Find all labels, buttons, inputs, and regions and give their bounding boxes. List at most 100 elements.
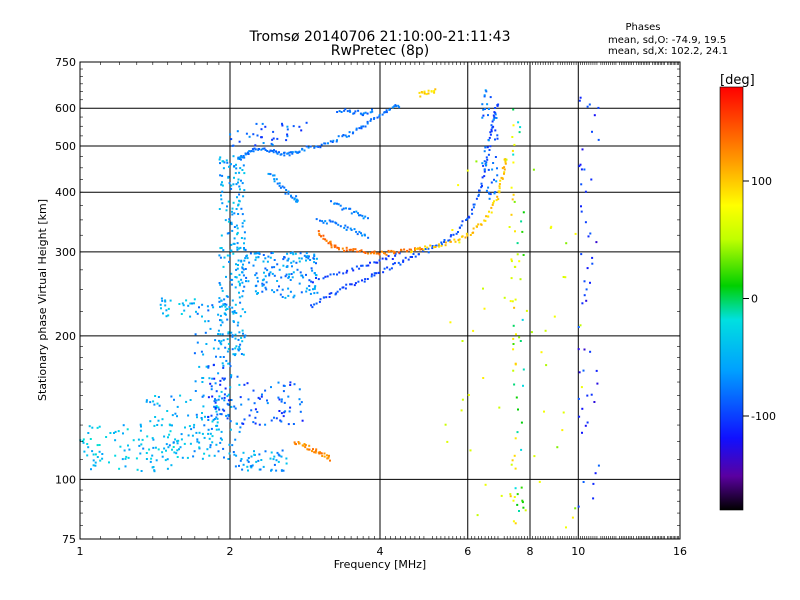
echo-point <box>234 337 237 340</box>
echo-point <box>344 287 347 290</box>
echo-point <box>358 127 361 130</box>
echo-point <box>301 274 304 277</box>
echo-point <box>277 381 280 384</box>
echo-point <box>492 118 495 121</box>
echo-point <box>169 430 172 433</box>
echo-point <box>369 261 371 264</box>
echo-point <box>343 249 346 252</box>
echo-point <box>315 218 318 221</box>
echo-point <box>584 221 587 224</box>
echo-point <box>211 435 214 438</box>
echo-point <box>218 297 221 300</box>
echo-point <box>236 233 239 236</box>
echo-point <box>238 296 241 299</box>
echo-point <box>227 362 230 365</box>
echo-point <box>513 143 516 146</box>
echo-point <box>579 96 582 99</box>
echo-point <box>184 426 186 429</box>
echo-point <box>521 501 524 504</box>
echo-point <box>231 444 234 447</box>
echo-point <box>308 444 311 447</box>
echo-point <box>264 423 267 426</box>
echo-point <box>222 356 225 358</box>
echo-point <box>357 109 360 112</box>
echo-point <box>223 161 226 164</box>
echo-point <box>488 210 490 213</box>
colorbar-tick-label: 100 <box>751 175 772 188</box>
echo-point <box>427 89 430 92</box>
echo-point <box>82 438 85 441</box>
echo-point <box>214 401 217 404</box>
echo-point <box>243 248 246 251</box>
echo-point <box>224 308 227 311</box>
echo-point <box>306 448 309 451</box>
echo-point <box>286 259 289 262</box>
echo-point <box>221 321 224 324</box>
echo-point <box>406 249 409 252</box>
echo-point <box>380 250 383 253</box>
echo-point <box>229 133 232 136</box>
echo-point <box>483 307 486 310</box>
echo-point <box>163 447 166 450</box>
echo-point <box>501 167 504 170</box>
echo-point <box>262 260 265 263</box>
echo-point <box>296 268 299 271</box>
echo-point <box>449 321 452 324</box>
echo-point <box>366 120 369 123</box>
echo-point <box>522 368 525 371</box>
echo-point <box>248 135 251 138</box>
echo-point <box>330 244 333 247</box>
echo-point <box>596 382 599 385</box>
echo-point <box>299 403 302 406</box>
echo-point <box>509 300 512 303</box>
echo-point <box>207 432 210 435</box>
echo-point <box>310 280 313 283</box>
echo-point <box>238 348 241 350</box>
echo-point <box>167 446 170 449</box>
echo-point <box>344 134 347 137</box>
echo-point <box>241 295 244 298</box>
echo-point <box>485 156 488 159</box>
echo-point <box>408 248 411 251</box>
echo-point <box>349 207 352 210</box>
echo-point <box>264 450 267 453</box>
echo-point <box>254 416 257 419</box>
echo-point <box>361 234 364 237</box>
echo-point <box>330 200 332 203</box>
echo-point <box>357 280 360 283</box>
echo-point <box>271 251 274 254</box>
echo-point <box>278 268 281 271</box>
echo-point <box>238 464 240 467</box>
y-tick-label: 200 <box>55 330 76 343</box>
echo-point <box>358 250 361 253</box>
echo-point <box>318 234 321 236</box>
echo-point <box>153 403 156 406</box>
echo-point <box>376 261 379 264</box>
echo-point <box>160 307 162 310</box>
echo-point <box>510 277 513 280</box>
echo-point <box>236 242 239 245</box>
echo-point <box>352 249 355 252</box>
echo-point <box>246 382 249 385</box>
echo-point <box>269 271 272 274</box>
echo-point <box>265 281 268 284</box>
echo-point <box>385 258 388 261</box>
echo-point <box>168 423 171 426</box>
echo-point <box>139 429 142 432</box>
echo-point <box>171 448 173 451</box>
echo-point <box>264 267 267 270</box>
echo-point <box>390 267 393 270</box>
echo-point <box>373 252 375 255</box>
echo-point <box>284 296 287 299</box>
echo-point <box>512 369 515 372</box>
phase-colorbar <box>719 86 744 511</box>
echo-point <box>218 254 221 257</box>
echo-point <box>486 158 489 161</box>
echo-point <box>202 353 205 356</box>
echo-point <box>212 347 215 350</box>
echo-point <box>472 231 475 234</box>
echo-point <box>292 260 295 263</box>
echo-point <box>525 309 528 312</box>
echo-point <box>318 232 321 235</box>
echo-point <box>222 366 225 369</box>
